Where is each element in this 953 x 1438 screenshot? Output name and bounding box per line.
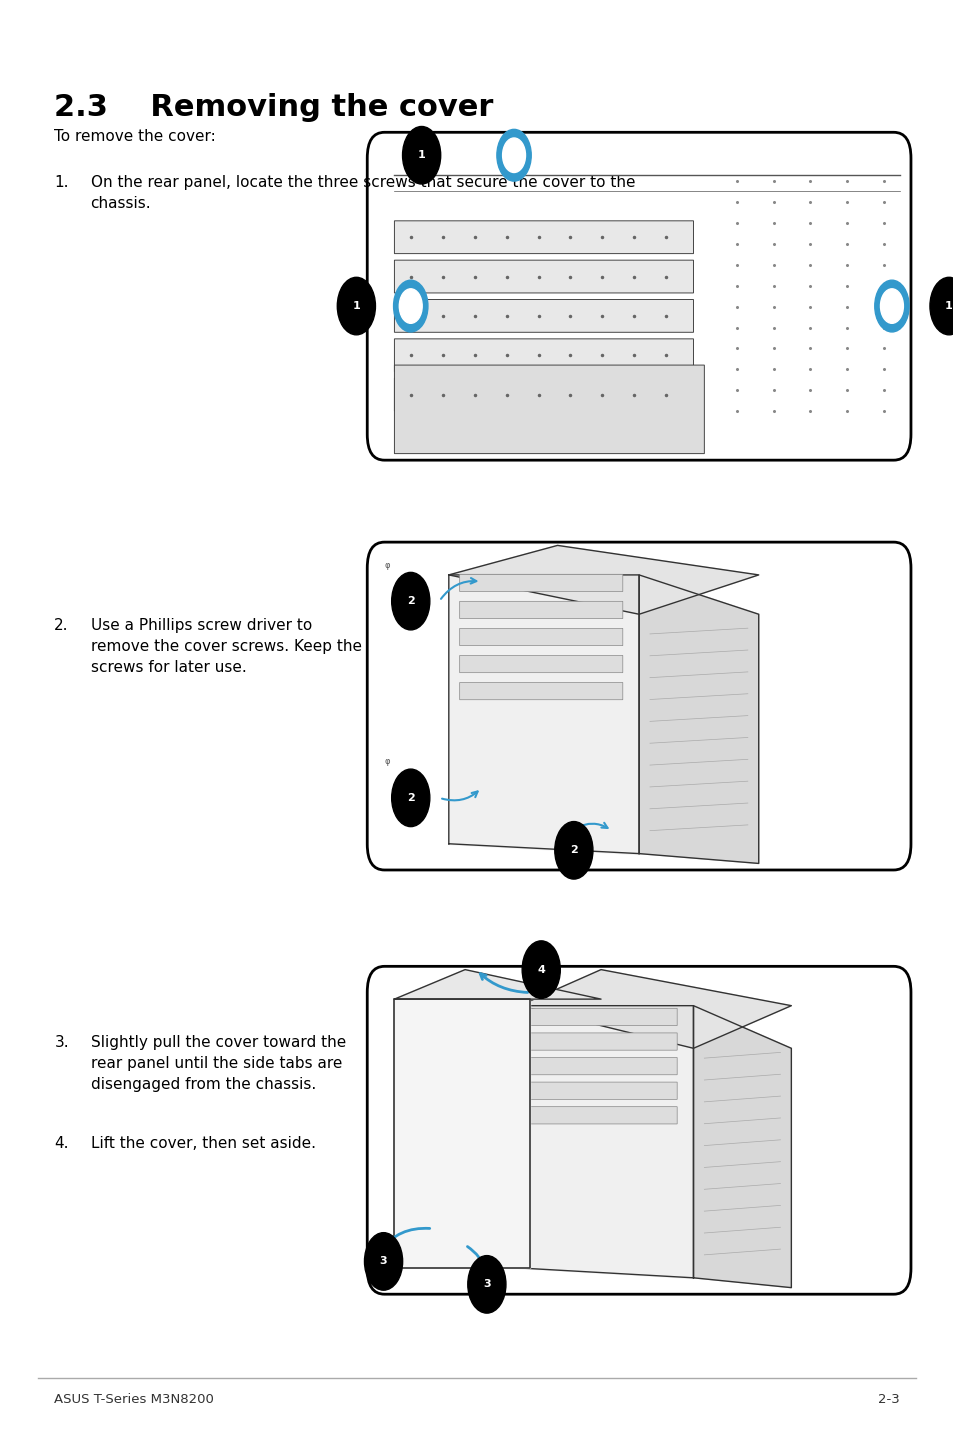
Text: Slightly pull the cover toward the
rear panel until the side tabs are
disengaged: Slightly pull the cover toward the rear … <box>91 1035 346 1093</box>
Circle shape <box>467 1255 505 1313</box>
Circle shape <box>399 289 422 324</box>
Text: 2.: 2. <box>54 618 69 633</box>
Circle shape <box>929 278 953 335</box>
Text: 3.: 3. <box>54 1035 69 1050</box>
Circle shape <box>394 280 428 332</box>
Text: 1: 1 <box>944 301 952 311</box>
FancyBboxPatch shape <box>394 378 693 411</box>
FancyBboxPatch shape <box>459 656 622 673</box>
Text: 1.: 1. <box>54 175 69 190</box>
Text: 1: 1 <box>417 150 425 160</box>
Text: To remove the cover:: To remove the cover: <box>54 129 216 144</box>
FancyBboxPatch shape <box>530 1107 677 1125</box>
Polygon shape <box>519 969 791 1048</box>
Text: φ: φ <box>384 561 389 569</box>
Circle shape <box>364 1232 402 1290</box>
Circle shape <box>502 138 525 173</box>
Text: 4.: 4. <box>54 1136 69 1150</box>
Circle shape <box>880 289 902 324</box>
Text: Use a Phillips screw driver to
remove the cover screws. Keep the
screws for late: Use a Phillips screw driver to remove th… <box>91 618 361 676</box>
FancyBboxPatch shape <box>459 628 622 646</box>
Polygon shape <box>394 969 600 999</box>
Circle shape <box>392 769 430 827</box>
FancyBboxPatch shape <box>367 542 910 870</box>
Circle shape <box>402 127 440 184</box>
Circle shape <box>497 129 531 181</box>
Polygon shape <box>448 545 758 614</box>
Text: 2-3: 2-3 <box>877 1393 899 1406</box>
FancyBboxPatch shape <box>459 683 622 700</box>
FancyBboxPatch shape <box>530 1032 677 1050</box>
Circle shape <box>337 278 375 335</box>
Circle shape <box>521 940 559 998</box>
Text: ASUS T-Series M3N8200: ASUS T-Series M3N8200 <box>54 1393 214 1406</box>
FancyBboxPatch shape <box>530 1008 677 1025</box>
Text: φ: φ <box>384 758 389 766</box>
Text: 2: 2 <box>406 597 415 607</box>
Circle shape <box>392 572 430 630</box>
Text: 2.3    Removing the cover: 2.3 Removing the cover <box>54 93 494 122</box>
FancyBboxPatch shape <box>394 299 693 332</box>
Polygon shape <box>639 575 758 863</box>
Text: 3: 3 <box>379 1257 387 1267</box>
Text: On the rear panel, locate the three screws that secure the cover to the
chassis.: On the rear panel, locate the three scre… <box>91 175 635 211</box>
FancyBboxPatch shape <box>367 132 910 460</box>
Polygon shape <box>448 575 639 854</box>
FancyBboxPatch shape <box>394 365 703 453</box>
Text: 2: 2 <box>406 792 415 802</box>
FancyBboxPatch shape <box>394 221 693 253</box>
Polygon shape <box>394 999 530 1268</box>
FancyBboxPatch shape <box>530 1057 677 1074</box>
FancyBboxPatch shape <box>459 601 622 618</box>
FancyBboxPatch shape <box>394 339 693 371</box>
Polygon shape <box>693 1005 791 1287</box>
Text: 4: 4 <box>537 965 544 975</box>
FancyBboxPatch shape <box>459 574 622 591</box>
Text: Lift the cover, then set aside.: Lift the cover, then set aside. <box>91 1136 315 1150</box>
FancyBboxPatch shape <box>394 260 693 293</box>
Text: 3: 3 <box>482 1280 490 1290</box>
Text: 1: 1 <box>352 301 360 311</box>
FancyBboxPatch shape <box>530 1081 677 1099</box>
Circle shape <box>555 821 593 879</box>
FancyBboxPatch shape <box>367 966 910 1294</box>
Circle shape <box>874 280 908 332</box>
Polygon shape <box>519 1005 693 1278</box>
Text: 2: 2 <box>569 846 578 856</box>
